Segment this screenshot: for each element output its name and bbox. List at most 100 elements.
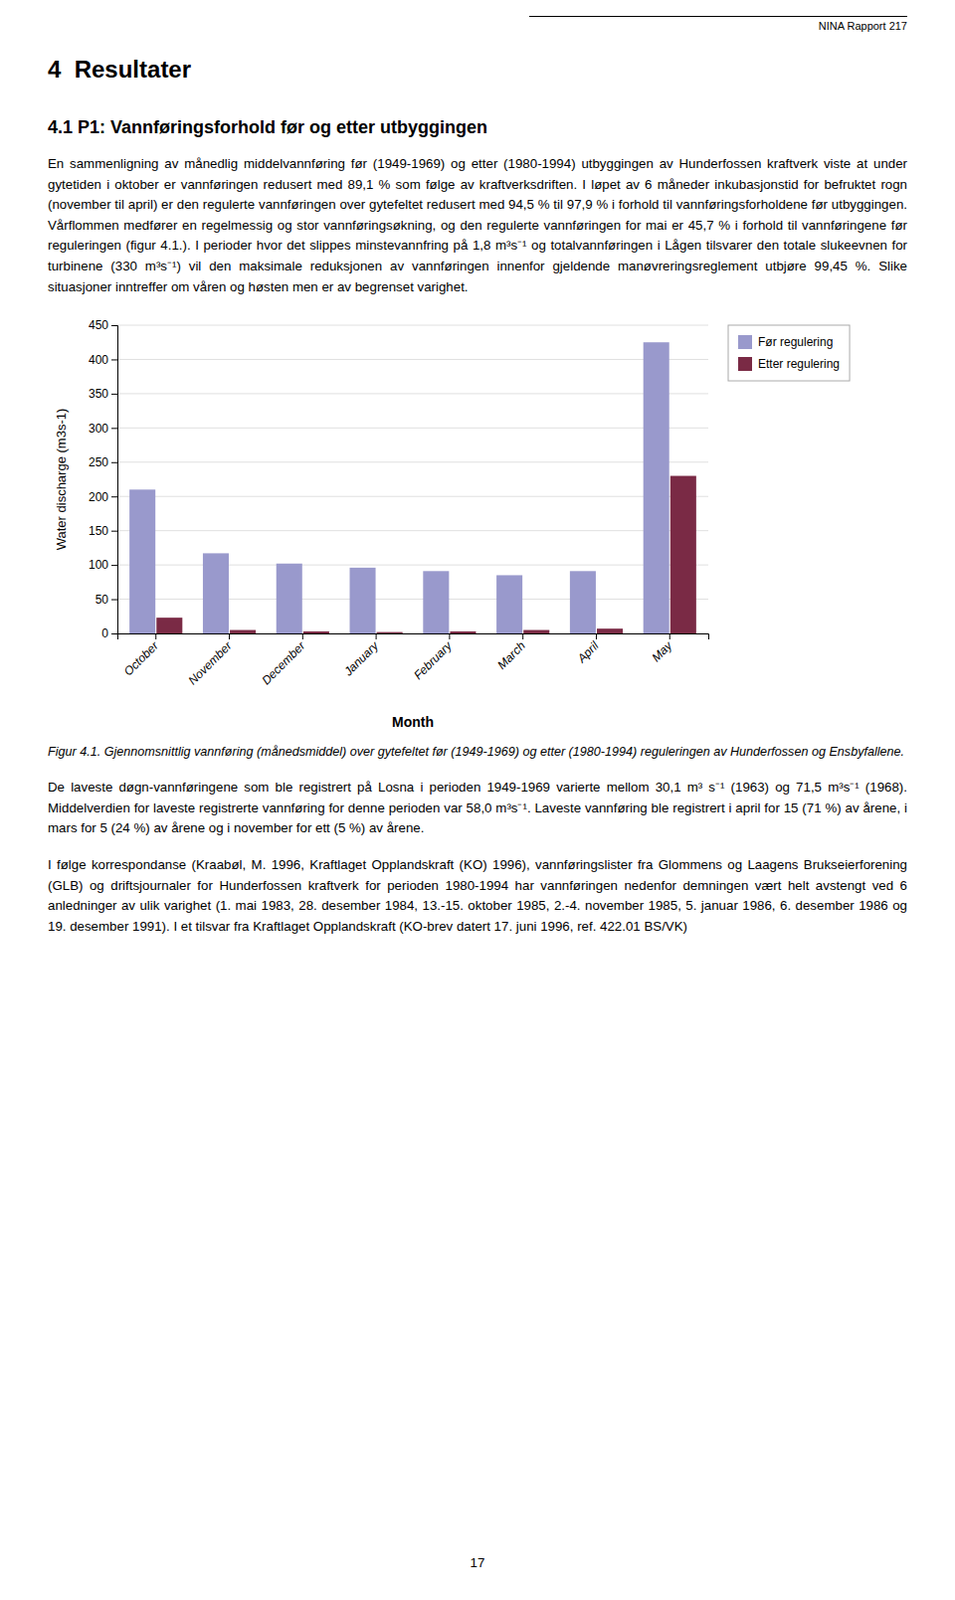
grid-line — [117, 393, 709, 395]
y-tick-mark — [111, 565, 118, 567]
y-tick-mark — [111, 496, 118, 498]
bar — [570, 572, 596, 635]
bar — [156, 617, 183, 634]
x-tick-mark — [302, 633, 304, 640]
body-paragraph: I følge korrespondanse (Kraabøl, M. 1996… — [47, 855, 908, 938]
x-tick-label: January — [340, 638, 382, 681]
header: NINA Rapport 217 — [529, 15, 908, 32]
legend-item: Etter regulering — [738, 357, 840, 372]
chart: 0 50 100 150 200 250 300 350 400 450 October Novemb… — [47, 309, 908, 738]
grid-line — [117, 530, 709, 532]
bar-series — [156, 476, 697, 634]
x-tick: May — [648, 633, 676, 665]
heading-1: 4 Resultater — [47, 55, 908, 84]
body-paragraph: De laveste døgn-vannføringene som ble re… — [47, 777, 908, 840]
y-tick-label: 200 — [88, 490, 109, 505]
bars — [129, 342, 697, 634]
y-tick-label: 400 — [88, 353, 109, 368]
y-tick-label: 0 — [101, 627, 109, 642]
page-number: 17 — [0, 1555, 955, 1571]
x-tick-mark — [448, 633, 450, 640]
bar — [303, 631, 330, 634]
y-tick: 250 — [88, 455, 118, 470]
bar — [523, 630, 550, 634]
x-tick-label: December — [258, 638, 309, 689]
bar — [670, 476, 697, 634]
legend-swatch — [738, 335, 753, 350]
axis-line — [111, 326, 119, 635]
bar — [276, 564, 303, 634]
y-tick: 0 — [101, 627, 118, 642]
legend-frame — [728, 325, 850, 382]
bar — [202, 554, 229, 635]
y-tick: 300 — [88, 421, 118, 436]
y-tick-mark — [111, 393, 118, 395]
y-tick: 350 — [88, 386, 118, 401]
heading-2: 4.1 P1: Vannføringsforhold før og etter … — [47, 117, 908, 139]
bar — [229, 630, 256, 634]
y-tick: 450 — [88, 319, 118, 334]
x-tick-mark — [522, 633, 524, 640]
y-axis: 0 50 100 150 200 250 300 350 400 450 — [88, 319, 119, 642]
bar — [496, 575, 523, 635]
y-tick: 150 — [88, 524, 118, 539]
x-tick: February — [410, 633, 456, 683]
figure-caption: Figur 4.1. Gjennomsnittlig vannføring (m… — [47, 743, 908, 763]
y-axis-title: Water discharge (m3s-1) — [53, 408, 69, 552]
legend-item: Før regulering — [738, 335, 833, 350]
y-tick-mark — [111, 599, 118, 601]
bar — [350, 568, 377, 634]
y-tick-mark — [111, 531, 118, 533]
body-paragraph: En sammenligning av månedlig middelvannf… — [47, 154, 908, 298]
legend-swatch — [738, 357, 753, 372]
legend-label: Før regulering — [758, 335, 833, 350]
y-tick-label: 100 — [88, 559, 109, 573]
page: NINA Rapport 217 4 Resultater 4.1 P1: Vann… — [0, 0, 955, 1600]
plot: 0 50 100 150 200 250 300 350 400 450 October Novemb… — [88, 319, 710, 689]
grid-line — [117, 427, 709, 429]
bar — [129, 490, 156, 635]
bar — [422, 572, 449, 635]
grid-line — [117, 359, 709, 361]
x-tick-mark — [376, 633, 378, 640]
y-tick-label: 250 — [88, 455, 109, 470]
x-tick: April — [573, 633, 602, 667]
legend-label: Etter regulering — [758, 357, 840, 372]
grid-line — [117, 496, 709, 498]
x-tick: January — [340, 633, 382, 680]
grid-line — [117, 462, 709, 464]
y-tick-label: 150 — [88, 524, 109, 539]
bar-series — [129, 342, 670, 634]
x-tick-label: October — [121, 638, 163, 680]
y-tick-mark — [111, 360, 118, 362]
x-tick: March — [494, 633, 529, 673]
y-tick-label: 50 — [95, 592, 110, 607]
x-tick-label: November — [186, 638, 236, 689]
x-tick-mark — [595, 633, 597, 640]
y-tick: 50 — [95, 592, 118, 607]
x-tick-label: February — [410, 638, 456, 684]
bar — [643, 342, 670, 634]
y-tick-mark — [111, 633, 118, 635]
x-axis: October November December January February Ma… — [118, 633, 710, 688]
bar — [377, 632, 403, 634]
x-tick-mark — [228, 633, 230, 640]
y-tick-label: 300 — [88, 421, 109, 436]
x-tick: November — [186, 633, 236, 688]
x-tick-label: May — [648, 638, 676, 666]
y-tick: 200 — [88, 490, 118, 505]
y-tick-label: 350 — [88, 386, 109, 401]
y-tick: 100 — [88, 559, 118, 573]
y-tick-mark — [111, 428, 118, 430]
x-tick-mark — [155, 633, 157, 640]
x-tick-label: April — [573, 638, 602, 667]
y-tick-label: 450 — [88, 319, 109, 334]
x-tick: October — [121, 633, 163, 679]
legend: Før regulering Etter regulering — [728, 325, 850, 382]
y-tick-mark — [111, 325, 118, 327]
grid-line — [117, 325, 709, 327]
y-tick: 400 — [88, 353, 118, 368]
x-axis-title: Month — [391, 714, 434, 731]
x-tick: December — [258, 633, 309, 688]
axis-line — [118, 634, 710, 641]
